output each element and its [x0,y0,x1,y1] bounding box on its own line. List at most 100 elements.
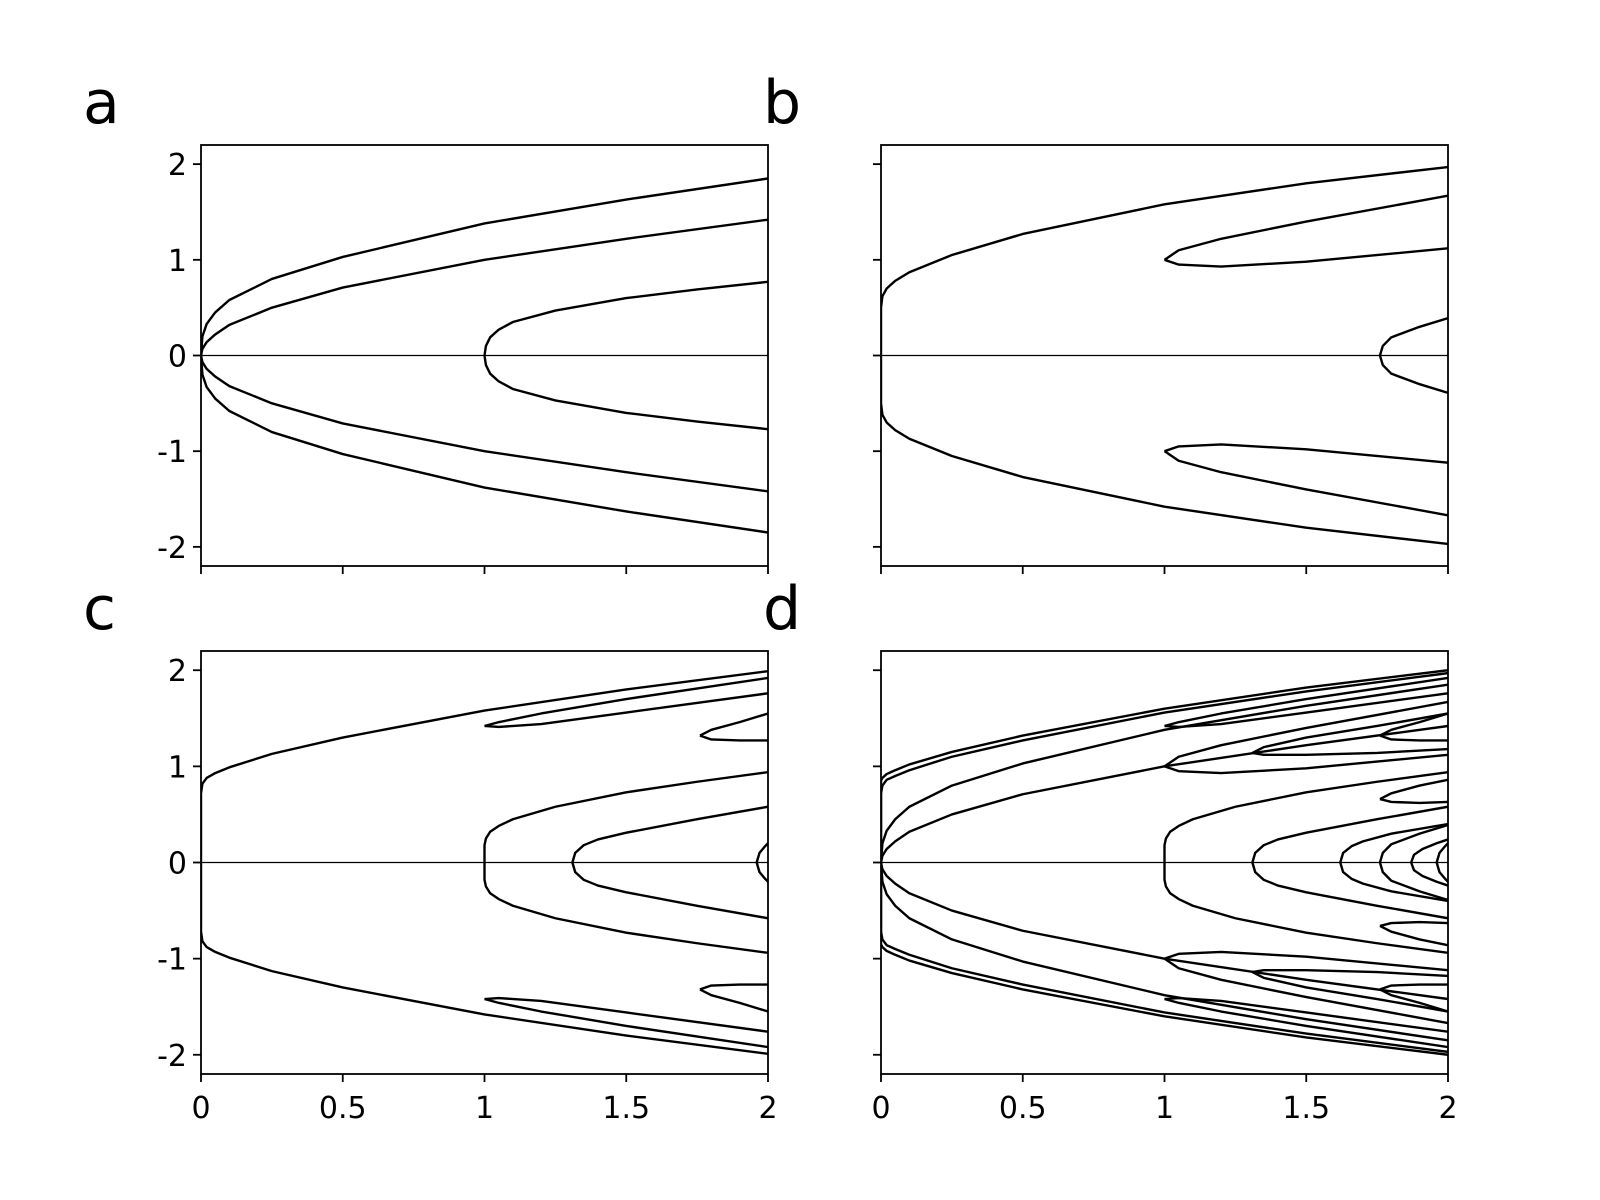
curve [1435,862,1448,883]
curve [1251,805,1448,863]
x-tick-label: 2 [1438,1091,1457,1126]
curve [201,218,768,356]
curve [1435,842,1448,863]
curve [1410,838,1448,863]
curve [484,996,768,1033]
curve [1164,676,1448,728]
curve [699,983,768,991]
curve [1378,823,1448,863]
curve [484,676,768,728]
x-tick-label: 1 [1155,1091,1174,1126]
y-tick-label: -1 [157,943,187,978]
x-tick-label: 2 [758,1091,777,1126]
curve [1164,997,1448,1049]
curve [484,692,768,729]
curve [201,355,768,534]
curve [881,683,1448,863]
x-tick-label: 0.5 [999,1091,1047,1126]
curve [1379,983,1448,991]
x-tick-label: 0 [191,1091,210,1126]
curve [1379,734,1448,742]
curve [1378,355,1448,394]
curve [201,862,768,1056]
curve [699,712,768,737]
curve [755,862,768,883]
y-tick-label: 2 [168,654,187,689]
panel: b [763,68,1449,574]
curve [881,355,1448,546]
x-tick-label: 1 [475,1091,494,1126]
curve [699,988,768,1013]
curve [1164,996,1448,1033]
plot-area [201,669,768,1056]
x-tick-label: 0 [871,1091,890,1126]
panel-label: b [763,68,801,138]
curve [1164,247,1448,268]
curve [1251,971,1448,1013]
curve [1379,988,1448,1013]
curve [1164,443,1448,464]
y-tick-label: -1 [157,435,187,470]
y-tick-label: 2 [168,148,187,183]
curve [201,669,768,863]
x-tick-label: 0.5 [319,1091,367,1126]
y-tick-label: 0 [168,340,187,375]
y-tick-label: 1 [168,244,187,279]
curve [755,842,768,863]
curve [1252,968,1448,978]
curve [1163,770,1448,863]
panel: d 0 0.5 1 1.5 2 [763,574,1458,1126]
y-tick-label: 0 [168,847,187,882]
y-tick-label: -2 [157,531,187,566]
x-tick-label: 1.5 [1282,1091,1330,1126]
curve [1164,753,1448,775]
curve [881,671,1448,863]
curve [1252,747,1448,757]
panel: c -2 -1 0 1 2 0 0.5 1 1.5 2 [83,574,778,1126]
curve [1163,700,1448,768]
curve [881,862,1448,1056]
curve [571,805,768,863]
y-tick-label: 1 [168,750,187,785]
curve [1163,194,1448,261]
panel-label: d [763,574,801,644]
y-tick-label: -2 [157,1039,187,1074]
curve [881,724,1448,863]
curve [1379,797,1448,805]
curve [1163,957,1448,1025]
curve [1339,862,1448,903]
curve [483,355,768,431]
curve [483,280,768,356]
curve [571,862,768,920]
curve [1379,924,1448,947]
curve [1163,450,1448,517]
curve [1251,712,1448,754]
plot-area [201,177,768,534]
curve [699,734,768,742]
plot-area [881,669,1448,1056]
curve [1163,862,1448,955]
curve [1378,862,1448,902]
curve [881,669,1448,863]
curve [1164,692,1448,729]
curve [201,355,768,493]
curve [1379,920,1448,928]
curve [1410,862,1448,887]
panel: a -2 -1 0 1 2 [83,68,769,574]
x-tick-label: 1.5 [602,1091,650,1126]
curve [881,165,1448,356]
curve [1379,712,1448,737]
curve [1164,950,1448,972]
curve [1378,317,1448,356]
panel-label: c [83,574,116,644]
curve [483,862,768,955]
curve [484,997,768,1049]
curve [1251,862,1448,920]
curve [1339,822,1448,863]
curve [881,862,1448,1001]
curve [881,862,1448,1042]
curve [1379,778,1448,801]
curve [881,862,1448,1054]
curve [201,177,768,356]
